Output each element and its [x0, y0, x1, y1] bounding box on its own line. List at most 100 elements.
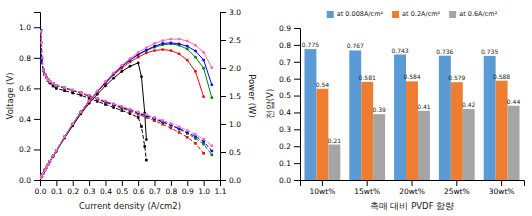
bar: [304, 49, 316, 180]
point: [40, 29, 42, 32]
tick-mark: [220, 152, 226, 153]
tick-mark: [34, 119, 40, 120]
tick: 3.0: [220, 8, 241, 17]
point: [49, 80, 52, 83]
point: [47, 163, 50, 166]
point: [153, 116, 156, 119]
tick: 0.2: [67, 180, 79, 196]
bar: [496, 81, 508, 180]
legend-item: at 0.2A/cm²: [392, 10, 440, 18]
axis-line: [41, 181, 221, 187]
tick: 0.9: [279, 24, 300, 33]
tick-label: 3.0: [229, 8, 241, 17]
point: [186, 48, 189, 51]
point: [71, 92, 74, 95]
legend-swatch: [392, 11, 399, 18]
point: [55, 85, 58, 88]
point: [45, 166, 48, 169]
point: [52, 154, 55, 157]
point: [55, 149, 58, 152]
bar: [508, 106, 520, 180]
tick: 10wt%: [310, 180, 336, 196]
plot-area: [304, 49, 519, 180]
tick-label: 0.7: [279, 58, 291, 67]
tick-mark: [294, 112, 300, 113]
tick: 0.8: [279, 41, 300, 50]
bar: [361, 82, 373, 180]
point: [42, 69, 45, 72]
point: [129, 108, 132, 111]
point: [88, 94, 91, 97]
tick-mark: [220, 68, 226, 69]
tick-mark: [34, 149, 40, 150]
point: [145, 46, 148, 49]
tick: 0.0: [35, 180, 47, 196]
data-labels: 0.7750.7670.7430.7360.7350.540.5810.5840…: [302, 41, 521, 143]
tick: 0.8: [165, 180, 177, 196]
tick: 0.2: [19, 145, 40, 154]
tick: 0.4: [19, 115, 40, 124]
point: [71, 89, 74, 92]
axis-line: [34, 13, 41, 181]
point: [170, 122, 173, 125]
tick-label: 1.5: [229, 92, 241, 101]
point: [55, 149, 58, 152]
point: [45, 166, 48, 169]
tick-mark: [138, 180, 139, 186]
axis-title: 전압(V): [265, 89, 275, 119]
point: [96, 90, 99, 93]
point: [71, 89, 74, 92]
bar: [463, 109, 475, 180]
tick-mark: [220, 180, 226, 181]
point: [145, 113, 148, 116]
point: [202, 143, 205, 146]
point: [194, 142, 197, 145]
point: [63, 86, 66, 89]
tick-label: 30wt%: [489, 187, 515, 196]
tick-label: 0.4: [19, 115, 31, 124]
point: [88, 100, 91, 103]
point: [153, 42, 156, 45]
point: [71, 122, 74, 125]
data-label: 0.42: [462, 101, 476, 108]
legend-swatch: [449, 11, 456, 18]
point: [80, 111, 83, 114]
series-line: [41, 31, 212, 146]
bar: [373, 114, 385, 180]
data-label: 0.743: [391, 47, 408, 54]
point: [186, 129, 189, 132]
point: [161, 42, 164, 45]
point: [71, 89, 74, 92]
tick-label: 25wt%: [444, 187, 470, 196]
point: [104, 80, 107, 83]
tick-mark: [294, 163, 300, 164]
data-label: 0.584: [403, 73, 420, 80]
data-label: 0.775: [302, 41, 319, 48]
x-axis: 0.00.10.20.30.40.50.60.70.80.91.01.1: [35, 180, 227, 196]
tick: 0.9: [182, 180, 194, 196]
point: [42, 69, 45, 72]
point: [120, 64, 123, 67]
point: [194, 133, 197, 136]
point: [129, 57, 132, 60]
point: [145, 159, 148, 162]
point: [178, 38, 181, 41]
tick-mark: [204, 180, 205, 186]
point: [88, 100, 91, 103]
point: [145, 138, 148, 141]
tick-mark: [220, 124, 226, 125]
point: [211, 144, 214, 147]
data-label: 0.21: [328, 137, 342, 144]
tick: 0.0: [279, 176, 300, 185]
point: [153, 45, 156, 48]
point: [202, 51, 205, 54]
point: [194, 50, 197, 53]
tick-mark: [294, 28, 300, 29]
tick-mark: [34, 27, 40, 28]
point: [120, 70, 123, 73]
point: [80, 111, 83, 114]
point: [112, 72, 115, 75]
point: [178, 126, 181, 129]
point: [202, 67, 205, 70]
point: [52, 154, 55, 157]
